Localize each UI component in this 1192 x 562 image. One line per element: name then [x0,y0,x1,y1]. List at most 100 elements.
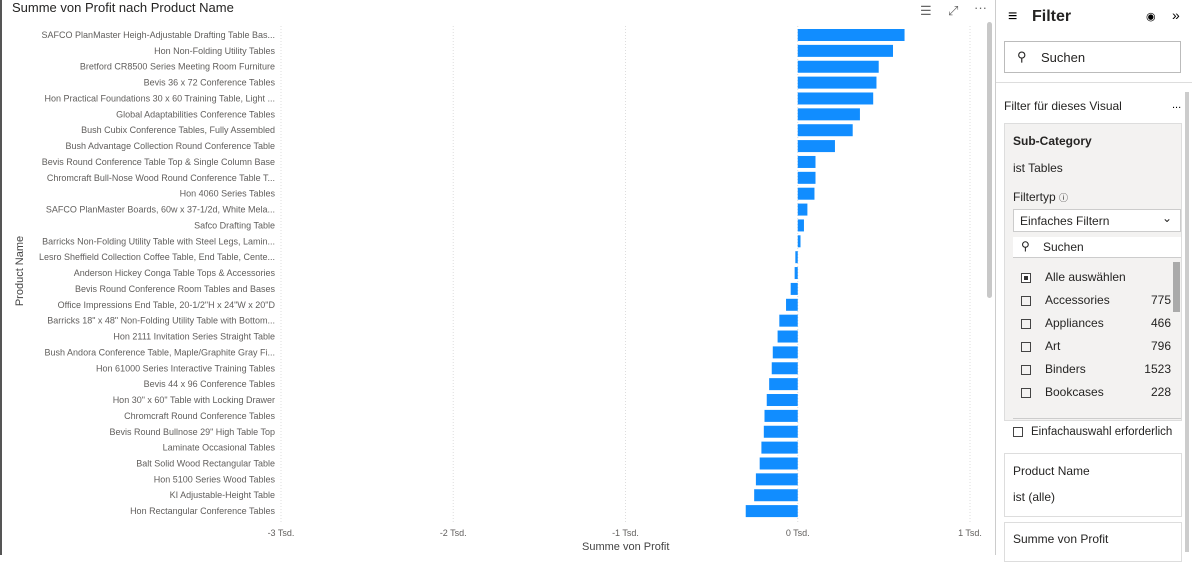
checkbox[interactable] [1021,295,1031,306]
bar[interactable] [777,330,798,343]
subcategory-filter-card[interactable]: Sub-Category ist Tables Filtertyp ⓘ Einf… [1004,123,1182,438]
bar[interactable] [794,267,798,280]
list-item[interactable]: Appliances 466 [1021,316,1171,330]
bar[interactable] [797,92,874,105]
y-tick-label: Bush Cubix Conference Tables, Fully Asse… [81,125,275,135]
filter-icon[interactable]: ☰ [920,3,932,18]
more-options-icon[interactable]: ··· [974,0,987,15]
list-item[interactable]: Accessories 775 [1021,293,1171,307]
focus-mode-icon[interactable]: ⤢ [948,3,959,18]
product-name-filter-card[interactable]: Product Name ist (alle) [1004,453,1182,517]
bar[interactable] [766,394,798,407]
checkbox[interactable] [1021,387,1031,398]
item-label: Binders [1045,362,1086,376]
bar[interactable] [754,489,798,502]
bar[interactable] [797,124,853,137]
y-tick-label: Hon Rectangular Conference Tables [130,506,275,516]
filtertype-label: Filtertyp ⓘ [1013,190,1068,204]
more-options-icon[interactable]: ... [1172,99,1182,111]
bar[interactable] [759,457,798,470]
collapse-icon[interactable]: » [1172,7,1180,23]
y-tick-label: Hon Non-Folding Utility Tables [154,46,275,56]
chart-scrollbar[interactable] [987,22,992,298]
bar[interactable] [786,298,798,311]
bar[interactable] [755,473,798,486]
y-tick-label: Hon 4060 Series Tables [180,189,276,199]
y-tick-label: Barricks Non-Folding Utility Table with … [42,236,275,246]
x-tick-label: 1 Tsd. [958,528,982,538]
select-all-checkbox[interactable]: Alle auswählen [1021,270,1181,284]
list-item[interactable]: Binders 1523 [1021,362,1171,376]
bar[interactable] [797,60,879,73]
item-count: 775 [1150,293,1171,307]
y-tick-label: Anderson Hickey Conga Table Tops & Acces… [74,268,276,278]
bar-chart-visual[interactable]: Summe von Profit nach Product Name ☰ ⤢ ·… [0,0,993,555]
search-placeholder: Suchen [1041,50,1086,65]
bar[interactable] [769,378,798,391]
item-label: Accessories [1045,293,1110,307]
bar[interactable] [779,314,798,327]
filtertype-text: Filtertyp [1013,190,1056,204]
checkbox[interactable] [1021,272,1031,283]
filter-search-input[interactable]: ⚲ Suchen [1004,41,1181,73]
y-axis-title: Product Name [14,235,26,307]
bar[interactable] [797,155,816,168]
item-label: Appliances [1045,316,1104,330]
y-tick-label: SAFCO PlanMaster Boards, 60w x 37-1/2d, … [46,205,275,215]
item-label: Bookcases [1045,385,1104,399]
y-tick-label: Safco Drafting Table [194,220,275,230]
y-tick-label: Bush Advantage Collection Round Conferen… [66,141,275,151]
bar[interactable] [797,140,835,153]
y-tick-label: Bush Andora Conference Table, Maple/Grap… [45,347,275,357]
y-tick-label: Chromcraft Round Conference Tables [124,411,275,421]
bar[interactable] [797,44,894,57]
y-tick-label: Balt Solid Wood Rectangular Table [136,458,275,468]
select-all-label: Alle auswählen [1045,270,1126,284]
bar[interactable] [771,362,798,375]
checkbox[interactable] [1021,318,1031,329]
checkbox[interactable] [1013,426,1023,437]
filter-pane: ≡ Filter ◉ » ⚲ Suchen Filter für dieses … [995,0,1192,562]
bar[interactable] [772,346,798,359]
checkbox[interactable] [1021,364,1031,375]
bar[interactable] [797,171,816,184]
list-item[interactable]: Art 796 [1021,339,1171,353]
bar[interactable] [763,425,798,438]
section-label: Filter für dieses Visual [1004,99,1122,113]
profit-filter-card[interactable]: Summe von Profit [1004,522,1182,562]
chevron-down-icon: ⌄ [1161,211,1172,225]
bar[interactable] [797,203,808,216]
y-tick-label: Bevis Round Bullnose 29" High Table Top [110,427,275,437]
bar[interactable] [761,441,798,454]
search-placeholder: Suchen [1043,240,1084,254]
item-count: 796 [1150,339,1171,353]
bar[interactable] [764,409,798,422]
value-search-input[interactable]: ⚲ Suchen [1013,237,1181,258]
bar[interactable] [790,282,798,295]
bar[interactable] [795,251,798,264]
y-tick-label: Global Adaptabilities Conference Tables [116,109,275,119]
single-select-checkbox[interactable]: Einfachauswahl erforderlich [1013,426,1172,438]
y-tick-label: Bevis Round Conference Table Top & Singl… [42,157,275,167]
bar[interactable] [745,505,798,518]
filter-pane-title: Filter [1032,8,1072,25]
dropdown-value: Einfaches Filtern [1020,214,1110,228]
y-tick-label: Chromcraft Bull-Nose Wood Round Conferen… [47,173,275,183]
bar[interactable] [797,108,860,121]
bar[interactable] [797,76,877,89]
bar[interactable] [797,187,815,200]
eye-icon[interactable]: ◉ [1146,11,1156,23]
y-tick-label: Hon 30" x 60" Table with Locking Drawer [113,395,275,405]
checkbox[interactable] [1021,341,1031,352]
chart-title: Summe von Profit nach Product Name [12,0,234,15]
card-summary: ist (alle) [1013,490,1056,504]
list-scrollbar[interactable] [1173,262,1180,312]
card-title: Product Name [1013,464,1090,478]
bar[interactable] [797,235,801,248]
list-item[interactable]: Bookcases 228 [1021,385,1171,399]
bar[interactable] [797,29,905,41]
filtertype-dropdown[interactable]: Einfaches Filtern ⌄ [1013,209,1181,232]
item-count: 1523 [1144,362,1171,376]
bar[interactable] [797,219,804,232]
info-icon: ⓘ [1059,193,1069,203]
